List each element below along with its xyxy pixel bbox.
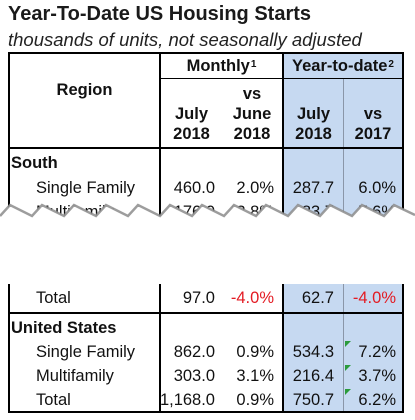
value-ytd-july: 534.3 (292, 342, 334, 361)
row-label: Single Family (36, 178, 136, 197)
column-header-line: 2018 (173, 125, 210, 143)
value-monthly-july: 303.0 (173, 366, 215, 385)
ytd-group-divider (282, 52, 284, 224)
column-header-line: July (296, 105, 331, 123)
table-left-border (8, 284, 10, 413)
value-monthly-vs-june: 0.9% (236, 342, 274, 361)
column-header-ytd-vs-2017: vs 2017 (344, 79, 402, 147)
value-ytd-vs-2017: 7.2% (358, 342, 396, 361)
table-row: Total 97.0 -4.0% 62.7 -4.0% (0, 284, 415, 312)
section-divider (8, 312, 404, 314)
ytd-subcolumn-divider (343, 284, 344, 412)
section-row-south: South (0, 150, 415, 176)
table-row: Single Family 460.0 2.0% 287.7 6.0% (0, 176, 415, 200)
cell-indicator-icon (345, 389, 351, 395)
value-monthly-vs-june: 0.9% (236, 390, 274, 409)
value-monthly-july: 862.0 (173, 342, 215, 361)
region-column-divider (159, 284, 161, 413)
column-header-monthly-july: July 2018 (161, 79, 222, 147)
column-header-line: 2018 (233, 125, 271, 143)
ytd-group-divider (282, 284, 284, 413)
row-label: Single Family (36, 342, 136, 361)
table-row: Multifamily 303.0 3.1% 216.4 3.7% (0, 364, 415, 388)
section-name: United States (11, 318, 117, 337)
cell-indicator-icon (345, 341, 351, 347)
column-header-line: 2017 (354, 125, 392, 143)
value-monthly-vs-june: 2.0% (236, 178, 274, 197)
column-header-ytd-july: July 2018 (284, 79, 343, 147)
section-name: South (11, 153, 58, 172)
value-monthly-vs-june: -4.0% (230, 288, 274, 307)
column-header-line: June (232, 105, 272, 123)
monthly-group-header: Monthly 1 (186, 56, 257, 75)
value-ytd-vs-2017: 3.7% (358, 366, 396, 385)
chart-subtitle: thousands of units, not seasonally adjus… (8, 29, 362, 50)
section-row-united-states: United States (0, 315, 415, 341)
table-bottom-border (8, 411, 404, 413)
cell-indicator-icon (345, 365, 351, 371)
column-header-line: vs (242, 85, 262, 103)
table-top-border (8, 52, 404, 54)
value-ytd-july: 287.7 (292, 178, 334, 197)
chart-title: Year-To-Date US Housing Starts (8, 3, 312, 25)
header-bottom-border (8, 147, 404, 149)
ytd-subcolumn-divider (343, 79, 344, 224)
group-header-underline (160, 78, 403, 79)
column-header-monthly-vs-june: vs June 2018 (222, 79, 282, 147)
value-ytd-vs-2017: 6.2% (358, 390, 396, 409)
value-monthly-vs-june: 3.1% (236, 366, 274, 385)
column-header-line: July (174, 105, 209, 123)
value-ytd-july: 750.7 (292, 390, 334, 409)
value-monthly-july: 1,168.0 (159, 390, 215, 409)
row-label: Total (36, 288, 71, 307)
table-left-border (8, 52, 10, 224)
value-monthly-july: 97.0 (182, 288, 215, 307)
table-lower-part: Total 97.0 -4.0% 62.7 -4.0% United State… (0, 284, 415, 414)
ytd-group-header: Year-to-date 2 (292, 56, 394, 75)
row-label: Total (36, 390, 71, 409)
ytd-group-label: Year-to-date (292, 56, 388, 75)
table-row: Single Family 862.0 0.9% 534.3 7.2% (0, 340, 415, 364)
value-monthly-july: 460.0 (173, 178, 215, 197)
value-ytd-july: 216.4 (292, 366, 334, 385)
value-ytd-vs-2017: -4.0% (352, 288, 396, 307)
value-ytd-july: 62.7 (301, 288, 334, 307)
table-row: Total 1,168.0 0.9% 750.7 6.2% (0, 388, 415, 412)
row-label: Multifamily (36, 366, 114, 385)
column-header-line: vs (363, 105, 383, 123)
torn-edge-gap (0, 203, 415, 284)
region-header: Region (56, 80, 113, 99)
region-column-divider (159, 52, 161, 224)
table-right-border (402, 284, 404, 413)
value-ytd-vs-2017: 6.0% (358, 178, 396, 197)
column-header-line: 2018 (295, 125, 332, 143)
monthly-group-label: Monthly (186, 56, 250, 75)
table-right-border (402, 52, 404, 224)
